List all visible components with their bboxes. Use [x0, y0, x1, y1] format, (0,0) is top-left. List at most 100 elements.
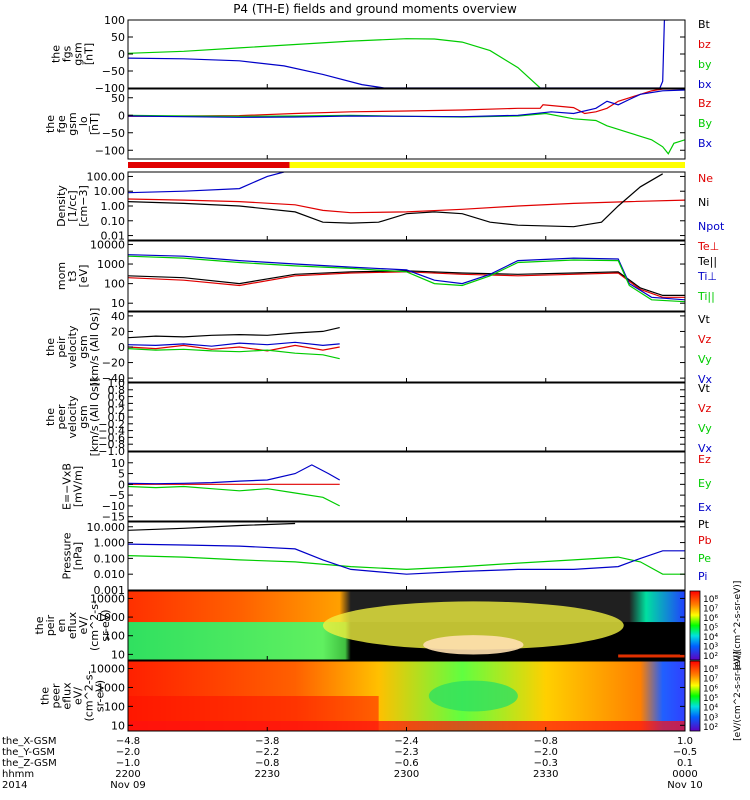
panel-frame: [127, 240, 686, 312]
x-axis-value: Nov 10: [667, 780, 702, 791]
series-line-Npot: [128, 172, 285, 194]
y-axis-label: thefgegsm_lo[nT]: [44, 112, 101, 135]
colorbar: [689, 590, 701, 661]
panel-9: 10000 1000 100 10thepeirenefluxeV/(cm^2-s-s…: [33, 590, 686, 661]
y-axis-label: thepeerefluxeV/(cm^2-s-sr-eV): [39, 671, 107, 722]
legend-entry: Ez: [698, 453, 711, 466]
x-axis-value: −1.0: [116, 758, 140, 769]
y-tick-label: −50: [102, 127, 125, 140]
series-line-Ti: [128, 254, 685, 301]
x-axis-value: 2230: [255, 769, 280, 780]
x-axis-row-label: hhmm: [2, 769, 34, 780]
x-axis-value: 1.0: [677, 736, 693, 747]
y-tick-label: 50: [111, 92, 125, 105]
y-tick-label: 1.0: [108, 377, 126, 390]
y-tick-label: 20: [111, 325, 125, 338]
y-axis-label: thepeervelocitygsm[km/s (All Qs)]: [44, 378, 101, 457]
series-line-Pt: [128, 522, 296, 531]
y-tick-label: 10000: [90, 663, 125, 676]
y-tick-label: −40: [102, 372, 125, 385]
panel-frame: [127, 311, 686, 383]
colorbar-tick-label: 10⁴: [703, 704, 718, 714]
x-axis-value: 0000: [672, 769, 697, 780]
legend-entry: Ne: [698, 172, 713, 185]
y-tick-label: 10000: [90, 238, 125, 251]
legend-entry: Ex: [698, 501, 712, 514]
spectrogram-electron: [128, 661, 685, 731]
y-tick-label: −50: [102, 65, 125, 78]
legend-entry: Vt: [698, 382, 711, 395]
legend-entry: Vy: [698, 353, 712, 366]
x-axis-value: 2300: [394, 769, 419, 780]
y-tick-label: 1000: [97, 611, 125, 624]
y-tick-label: 40: [111, 310, 125, 323]
y-axis-label: Density[1/cc][cm−3]: [55, 185, 90, 227]
y-axis-label: momt3[eV]: [55, 262, 90, 290]
x-axis-value: −0.8: [534, 736, 558, 747]
y-tick-label: 0.0: [108, 411, 126, 424]
y-tick-label: −100: [95, 144, 125, 157]
x-axis-row-label: the_Z-GSM: [2, 758, 57, 769]
y-tick-label: 1000: [97, 258, 125, 271]
y-tick-label: −0.6: [98, 431, 125, 444]
y-tick-label: 0.8: [108, 384, 126, 397]
y-tick-label: 0: [118, 109, 125, 122]
colorbar-tick-label: 10⁴: [703, 633, 718, 643]
y-tick-label: 1.000: [94, 537, 126, 550]
legend-entry: Vy: [698, 422, 712, 435]
y-tick-label: 0: [118, 48, 125, 61]
y-axis-label: thefgsgsm[nT]: [50, 42, 96, 65]
spectrogram-ion: [128, 591, 685, 660]
x-axis-value: −2.3: [394, 747, 418, 758]
series-line-By: [128, 112, 685, 155]
series-line-Pi: [128, 543, 685, 575]
y-tick-label: −0.2: [98, 418, 125, 431]
legend-entry: Ni: [698, 196, 709, 209]
y-tick-label: 100.00: [87, 170, 126, 183]
x-axis-value: −3.8: [255, 736, 279, 747]
panel-10: 10000 1000 100 10 thepeerefluxeV/(cm^2-s-sr-…: [39, 660, 686, 732]
colorbar-tick-label: 10⁷: [703, 605, 718, 615]
legend-entry: Bx: [698, 137, 713, 150]
y-tick-label: 1.00: [101, 200, 126, 213]
y-tick-label: −20: [102, 357, 125, 370]
colorbar-tick-label: 10⁷: [703, 675, 718, 685]
x-axis-value: 2330: [533, 769, 558, 780]
legend-entry: Vz: [698, 333, 712, 346]
y-tick-label: 0.01: [101, 230, 126, 243]
legend-entry: Te⊥: [697, 240, 719, 253]
panel-8: 10.000 1.000 0.100 0.010 0.001 Pressure[nPa] P…: [61, 518, 712, 597]
y-tick-label: 100: [104, 630, 125, 643]
colorbar-tick-label: 10⁸: [703, 595, 718, 605]
y-tick-label: 10: [111, 297, 125, 310]
colorbar-tick-label: 10²: [703, 652, 718, 662]
y-tick-label: 0: [118, 478, 125, 491]
colorbar-label: [eV/(cm^2-s-sr-eV)]: [733, 581, 743, 671]
legend-entry: By: [698, 117, 713, 130]
legend-entry: Pi: [698, 570, 707, 583]
series-line-Vy: [128, 348, 340, 360]
panel-1: 100 50 0 −50 −100 thefgsgsm[nT] Bt bz by bx: [50, 14, 712, 95]
x-axis-value: −2.2: [255, 747, 279, 758]
panel-frame: [127, 19, 686, 89]
x-axis-table: the_X-GSMthe_Y-GSMthe_Z-GSMhhmm2014−4.8−…: [2, 736, 703, 791]
spectrogram-feature: [322, 601, 624, 650]
colorbar-tick-label: 10⁶: [703, 614, 718, 624]
x-axis-value: −2.0: [534, 747, 558, 758]
series-line-Vx: [128, 341, 340, 347]
colorbar-tick-label: 10⁵: [703, 694, 718, 704]
y-axis-label: thepeirenefluxeV/(cm^2-s-sr-eV): [33, 600, 112, 651]
y-tick-label: 10: [111, 719, 125, 732]
legend-entry: by: [698, 58, 712, 71]
x-axis-row-label: 2014: [2, 780, 27, 791]
panel-frame: [127, 88, 686, 160]
y-tick-label: −100: [95, 82, 125, 95]
legend-entry: Bt: [698, 18, 711, 31]
y-tick-label: 100: [104, 278, 125, 291]
y-tick-label: −10: [102, 500, 125, 513]
panel-frame: [127, 171, 686, 241]
y-tick-label: 10000: [90, 592, 125, 605]
